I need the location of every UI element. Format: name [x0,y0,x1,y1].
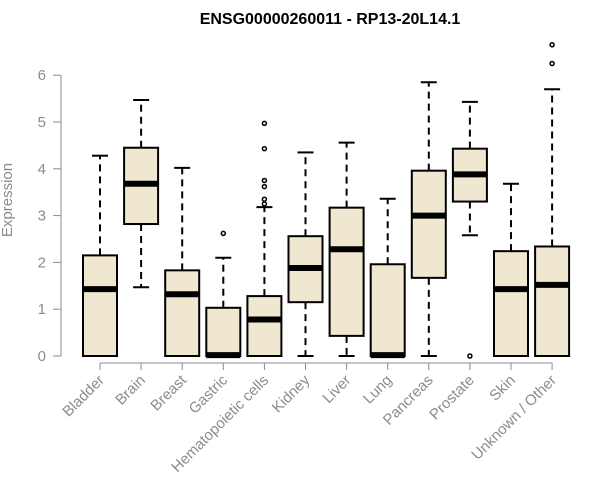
iqr-box [205,306,242,357]
box-lung [369,197,406,359]
iqr-box [410,169,447,279]
outlier-point [467,353,473,359]
outlier-point [220,230,227,237]
y-tick-label: 5 [38,114,46,131]
outlier-point [261,120,268,127]
y-tick-label: 2 [38,254,46,271]
box-brain [123,99,160,289]
outlier-point [549,42,555,48]
y-tick-label: 6 [38,67,46,84]
x-tick-label: Lung [360,372,396,408]
iqr-box [534,245,571,358]
x-tick-label: Prostate [426,372,478,424]
y-axis-label: Expression [0,163,16,237]
chart-title: ENSG00000260011 - RP13-20L14.1 [200,11,461,28]
box-breast [164,166,201,357]
y-tick-label: 3 [38,208,46,225]
outlier-point [261,196,268,202]
outlier-point [261,177,268,184]
y-tick-label: 1 [38,301,46,318]
x-tick-label: Kidney [269,371,314,416]
box-gastric [205,230,242,359]
box-hematopoietic-cells [246,120,283,358]
box-prostate [451,100,488,359]
box-liver [328,141,365,357]
y-tick-label: 0 [38,348,46,365]
box-bladder [82,154,118,358]
box-unknown-other [534,42,571,358]
iqr-box [246,295,283,358]
outlier-point [261,201,268,207]
x-tick-label: Brain [112,372,149,409]
x-tick-label: Liver [319,372,354,407]
box-skin [493,182,529,357]
box-kidney [287,151,324,357]
outlier-point [261,183,268,190]
iqr-box [328,206,365,337]
y-tick-label: 4 [38,161,46,178]
outlier-point [261,145,268,152]
outlier-point [549,60,555,67]
y-axis: 0 1 2 3 4 5 6 [38,67,62,365]
x-tick-label: Skin [486,372,519,405]
x-tick-label: Bladder [59,372,108,421]
iqr-box [369,263,406,357]
boxes [82,42,571,359]
iqr-box [493,250,529,357]
x-tick-label: Breast [147,371,190,414]
box-pancreas [410,81,447,357]
iqr-box [164,269,201,357]
iqr-box [82,254,118,358]
